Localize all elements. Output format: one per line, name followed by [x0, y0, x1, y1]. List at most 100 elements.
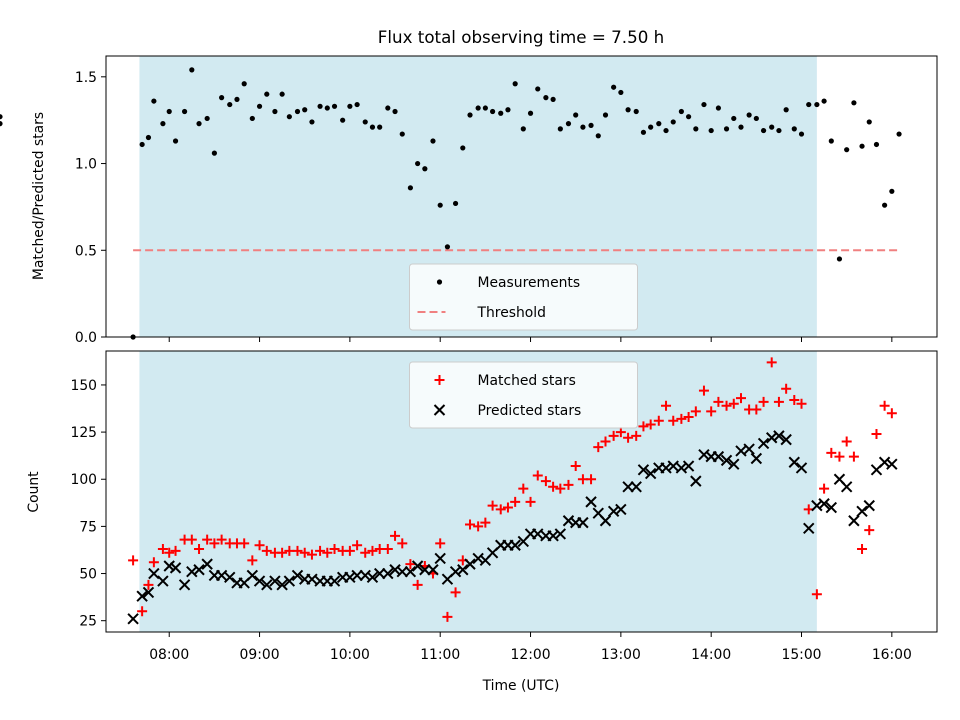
data-point [170, 545, 181, 556]
data-point [648, 124, 654, 130]
data-point [776, 127, 782, 134]
data-point [360, 547, 371, 558]
data-point [608, 430, 619, 441]
data-point [788, 456, 800, 468]
data-point [427, 564, 439, 576]
data-point [615, 503, 627, 516]
data-point [487, 500, 498, 511]
data-point [682, 460, 695, 472]
data-point [769, 124, 775, 130]
legend: Matched stars Predicted stars [409, 361, 638, 429]
data-point [803, 522, 815, 534]
data-point [373, 567, 386, 580]
data-point [241, 81, 247, 87]
data-point [302, 107, 308, 113]
legend-label: Measurements [478, 275, 581, 291]
data-point [720, 454, 733, 467]
data-point [738, 124, 744, 130]
data-point [757, 437, 770, 450]
data-point [178, 579, 191, 591]
data-point [169, 562, 182, 574]
data-point [857, 544, 868, 555]
data-point [615, 427, 626, 438]
data-point [543, 95, 549, 101]
data-point [382, 544, 393, 555]
data-point [189, 67, 195, 73]
data-point [686, 114, 692, 120]
data-point [723, 126, 730, 132]
data-point [819, 483, 830, 494]
data-point [196, 121, 202, 127]
data-point [693, 126, 699, 132]
x-tick-label: 13:00 [601, 647, 641, 663]
data-point [783, 107, 789, 113]
data-point [518, 483, 529, 494]
data-point [554, 528, 567, 540]
legend-label: Threshold [477, 305, 546, 321]
data-point [464, 558, 476, 570]
data-point [848, 515, 860, 527]
data-point [735, 445, 747, 457]
data-point [377, 124, 383, 130]
data-point [863, 499, 875, 512]
data-point [535, 86, 541, 92]
data-point [382, 567, 394, 580]
data-point [450, 587, 461, 598]
data-point [202, 534, 213, 545]
data-point [277, 547, 288, 558]
data-point [407, 185, 413, 191]
data-point [193, 564, 205, 576]
top-panel: 0.0 0.5 1.0 1.5 Measurements Threshold [0, 55, 938, 346]
data-point [247, 555, 258, 566]
data-point [315, 545, 326, 556]
data-point [602, 112, 609, 118]
data-point [186, 534, 197, 545]
data-point [160, 121, 166, 127]
data-point [249, 115, 255, 122]
data-point [306, 549, 317, 560]
data-point [362, 119, 368, 125]
data-point [306, 573, 318, 585]
y-tick-label: 50 [79, 567, 97, 583]
data-point [404, 565, 417, 578]
data-point [279, 91, 285, 97]
series-measurements [0, 67, 902, 340]
data-point [690, 406, 701, 417]
data-point [645, 419, 656, 430]
data-point [563, 479, 574, 490]
data-point [656, 121, 662, 127]
data-point [166, 108, 172, 115]
data-point [653, 415, 664, 426]
data-point [415, 160, 421, 167]
data-point [611, 84, 617, 90]
data-point [721, 400, 732, 411]
data-point [148, 557, 159, 568]
data-point [525, 496, 536, 507]
data-point [760, 127, 767, 134]
data-point [145, 134, 152, 141]
data-point [798, 131, 805, 137]
data-point [588, 122, 594, 128]
data-point [392, 108, 398, 115]
plot-frame [105, 55, 938, 338]
data-point [623, 432, 634, 443]
data-point [753, 115, 759, 122]
data-point [239, 538, 250, 549]
y-tick-label: 0.5 [75, 243, 97, 259]
data-point [811, 589, 822, 600]
data-point [148, 567, 160, 580]
legend-label: Predicted stars [478, 403, 582, 419]
data-point [879, 400, 890, 411]
data-point [294, 108, 301, 115]
data-point [512, 81, 518, 87]
data-point [216, 534, 227, 545]
data-point [254, 540, 265, 551]
data-point [331, 103, 338, 109]
data-point [540, 476, 551, 487]
y-tick-label: 75 [79, 519, 97, 535]
data-point [467, 112, 473, 118]
data-point [640, 129, 647, 135]
data-point [396, 565, 408, 578]
data-point [0, 114, 3, 120]
data-point [390, 530, 401, 541]
